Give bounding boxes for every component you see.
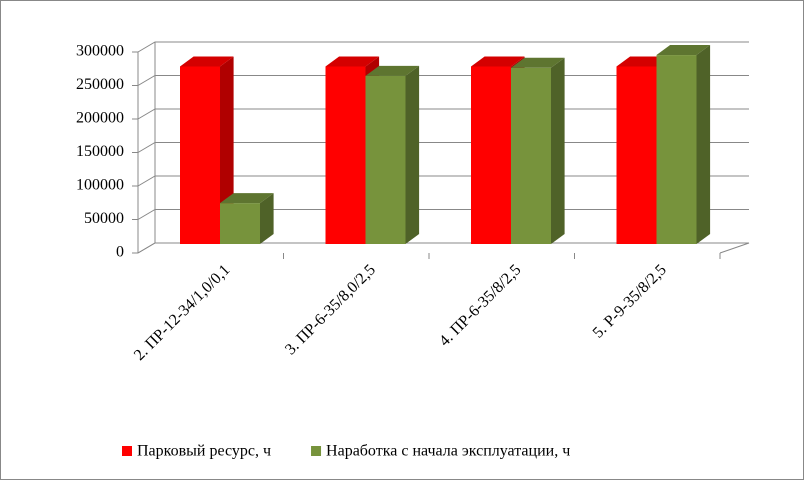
bar-side xyxy=(696,45,711,245)
x-tick-label: 3. ПР-6-35/8,0/2,5 xyxy=(282,261,379,358)
bar-front xyxy=(325,66,366,244)
bar-top xyxy=(471,56,525,67)
grid-line xyxy=(137,242,749,254)
bar-front xyxy=(180,66,220,244)
y-tick-label: 0 xyxy=(116,244,124,261)
bar-side xyxy=(260,193,274,244)
grid-line xyxy=(137,41,749,53)
y-tick-label: 250000 xyxy=(76,76,124,93)
legend-label: Парковый ресурс, ч xyxy=(137,443,271,460)
bar xyxy=(656,45,711,245)
bar-top xyxy=(325,56,380,67)
bar xyxy=(511,57,565,244)
bar-front xyxy=(656,55,697,245)
bar-front xyxy=(220,203,260,244)
y-tick-label: 100000 xyxy=(76,177,124,194)
legend-swatch xyxy=(311,446,322,456)
legend-swatch xyxy=(122,446,132,456)
x-tick-label: 4. ПР-6-35/8/2,5 xyxy=(436,261,524,349)
bar-front xyxy=(365,75,406,244)
y-tick-label: 50000 xyxy=(84,210,124,227)
x-tick-label: 2. ПР-12-34/1,0/0,1 xyxy=(131,261,234,364)
y-tick-label: 300000 xyxy=(76,43,124,60)
bar-side xyxy=(551,57,565,244)
floor xyxy=(137,242,750,254)
bar-front xyxy=(616,66,657,244)
x-tick-label: 5. Р-9-35/8/2,5 xyxy=(590,261,670,341)
y-tick-label: 200000 xyxy=(76,110,124,127)
bar-front xyxy=(471,66,511,244)
legend-label: Наработка с начала эксплуатации, ч xyxy=(326,443,570,460)
bar-top xyxy=(180,56,234,67)
bar xyxy=(180,56,234,245)
bar xyxy=(365,65,420,244)
bar-top xyxy=(365,65,420,76)
bar-top xyxy=(220,193,274,204)
y-tick-label: 150000 xyxy=(76,143,124,160)
bar-side xyxy=(405,65,420,244)
bar-front xyxy=(511,67,551,244)
bar-top xyxy=(511,57,565,68)
bar xyxy=(220,193,274,244)
bar-top xyxy=(656,45,711,56)
